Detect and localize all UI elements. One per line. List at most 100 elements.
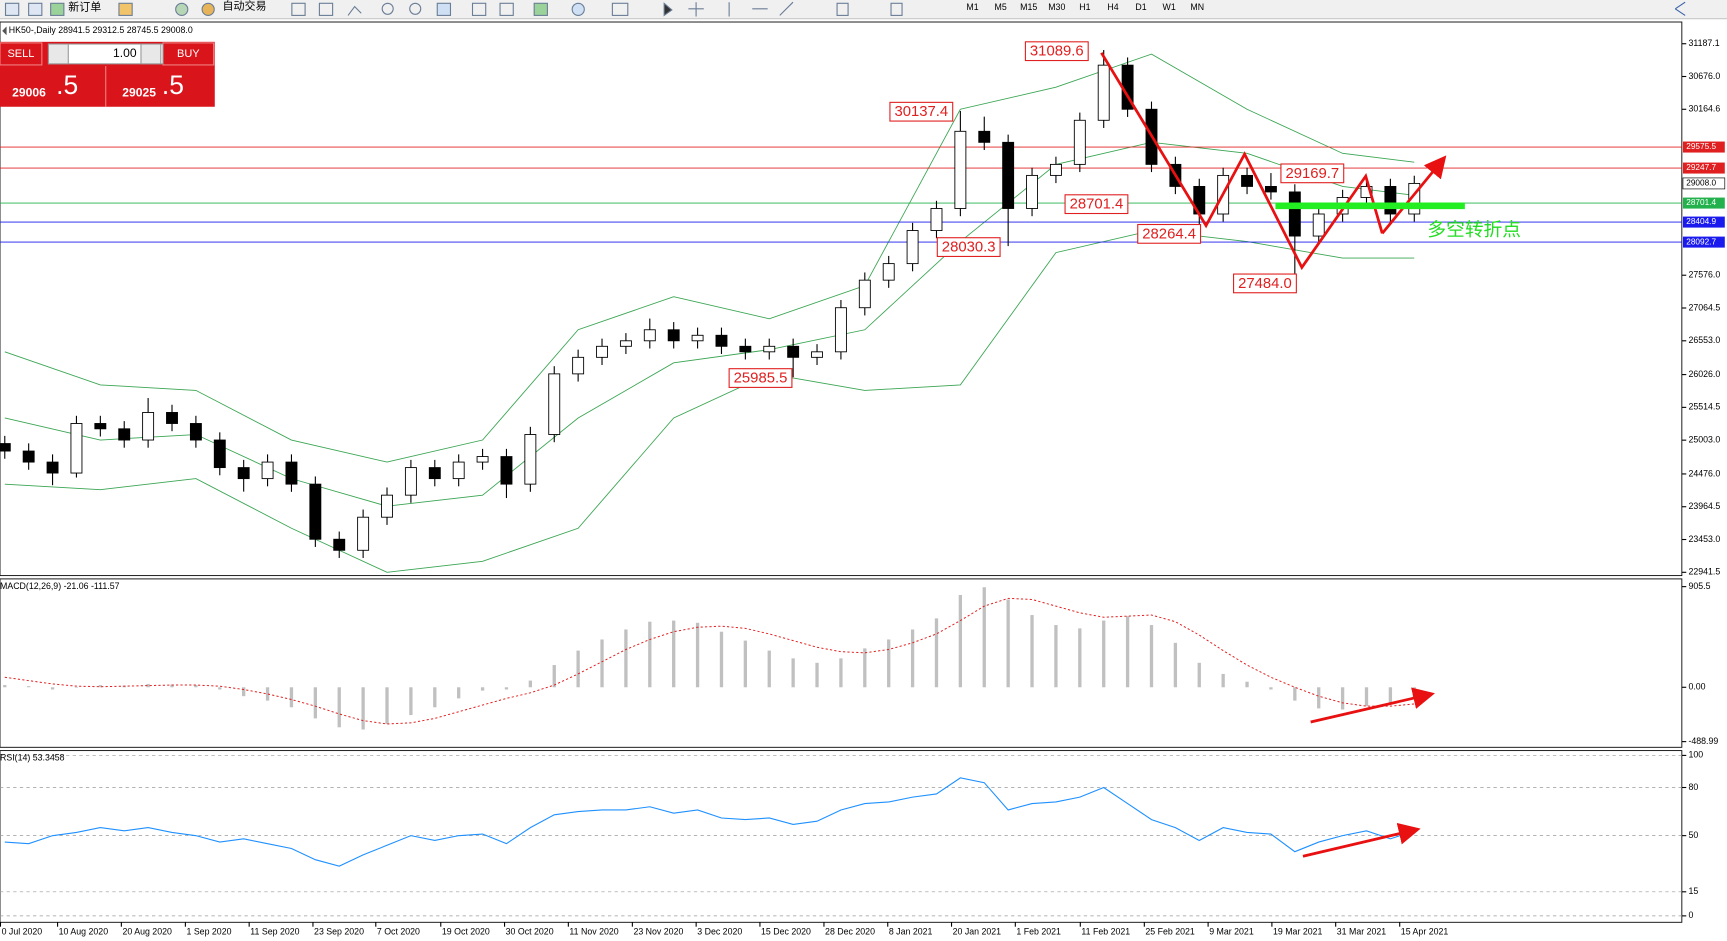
- buy-pips[interactable]: .5: [162, 70, 184, 100]
- macd-bar: [863, 648, 867, 688]
- timeframe-button[interactable]: MN: [1190, 2, 1204, 12]
- icon[interactable]: [728, 1, 794, 17]
- macd-bar: [361, 687, 365, 730]
- icon[interactable]: [499, 2, 514, 16]
- macd-bar: [552, 665, 556, 688]
- icon[interactable]: [318, 2, 334, 16]
- timeframe-button[interactable]: D1: [1135, 2, 1146, 12]
- annotation: 28030.3: [942, 240, 996, 256]
- macd-bar: [313, 687, 317, 719]
- buy-label[interactable]: BUY: [177, 48, 200, 60]
- candle-body: [213, 439, 226, 469]
- price-panel: [0, 21, 1683, 577]
- macd-bar: [242, 687, 246, 697]
- new-order-button[interactable]: 新订单: [68, 0, 101, 14]
- icon[interactable]: [436, 2, 452, 16]
- candle-body: [715, 334, 728, 347]
- annotation: 27484.0: [1238, 276, 1292, 292]
- icon[interactable]: [471, 2, 487, 16]
- lots-down[interactable]: [47, 43, 69, 65]
- macd-bar: [50, 687, 55, 690]
- icon[interactable]: [175, 2, 189, 16]
- lots-value[interactable]: 1.00: [113, 46, 137, 60]
- icon[interactable]: [118, 2, 133, 16]
- lots-up[interactable]: [140, 43, 162, 65]
- annotation-box: [889, 101, 954, 122]
- macd-bar: [457, 687, 461, 699]
- y-tick-label: 15: [1688, 886, 1698, 896]
- sell-button[interactable]: [0, 42, 43, 66]
- sell-price[interactable]: 29006: [12, 86, 46, 100]
- candle-body: [261, 461, 274, 480]
- y-tick-label: 22941.5: [1688, 567, 1720, 577]
- macd-title: MACD(12,26,9) -21.06 -111.57: [0, 581, 120, 591]
- candle-body: [500, 456, 513, 485]
- icon[interactable]: [836, 2, 849, 16]
- y-tick-label: 27064.5: [1688, 302, 1720, 312]
- timeframe-button[interactable]: H4: [1107, 2, 1118, 12]
- y-tick-label: 31187.1: [1688, 38, 1719, 48]
- macd-bar: [3, 685, 7, 688]
- buy-price[interactable]: 29025: [122, 86, 156, 100]
- icon[interactable]: [890, 2, 903, 16]
- icon[interactable]: [571, 2, 585, 16]
- level-label: 29575.5: [1686, 142, 1716, 151]
- macd-bar: [194, 685, 198, 688]
- x-tick-label: 20 Jan 2021: [953, 927, 1002, 937]
- level-label: 29247.7: [1686, 163, 1716, 172]
- macd-bar: [1221, 673, 1225, 688]
- annotation-box: [1064, 194, 1129, 215]
- auto-trading-button[interactable]: 自动交易: [222, 0, 266, 13]
- y-tick-label: 27576.0: [1688, 270, 1720, 280]
- x-tick-label: 23 Sep 2020: [314, 927, 364, 937]
- zigzag: [1100, 52, 1384, 271]
- icon[interactable]: [611, 2, 629, 16]
- macd-bar: [1006, 599, 1010, 688]
- timeframe-button[interactable]: M15: [1020, 2, 1037, 12]
- icon[interactable]: [291, 2, 306, 16]
- icon[interactable]: [4, 2, 20, 16]
- candle-body: [572, 356, 585, 375]
- candle-body: [787, 345, 800, 358]
- x-tick-label: 8 Jan 2021: [889, 927, 933, 937]
- icon[interactable]: [50, 2, 65, 16]
- icon[interactable]: [381, 2, 394, 15]
- macd-bar: [1197, 662, 1201, 688]
- icon[interactable]: [347, 5, 362, 16]
- timeframe-button[interactable]: H1: [1079, 2, 1090, 12]
- timeframe-button[interactable]: M1: [966, 2, 978, 12]
- candle-body: [739, 345, 752, 353]
- x-tick-label: 11 Feb 2021: [1081, 927, 1130, 937]
- candle-body: [1049, 163, 1062, 176]
- annotation: 28701.4: [1070, 197, 1124, 213]
- icon[interactable]: [28, 2, 43, 16]
- x-tick-label: 9 Mar 2021: [1209, 927, 1254, 937]
- icon[interactable]: [663, 2, 673, 17]
- candle-body: [189, 423, 202, 441]
- macd-bar: [504, 687, 509, 690]
- candle-body: [0, 443, 11, 452]
- sell-pips[interactable]: .5: [56, 70, 78, 100]
- candle-body: [70, 423, 83, 474]
- x-tick-label: 1 Feb 2021: [1016, 927, 1061, 937]
- sell-label[interactable]: SELL: [7, 48, 34, 60]
- x-tick-label: 11 Sep 2020: [250, 927, 299, 937]
- macd-bar: [743, 640, 748, 688]
- icon[interactable]: [1674, 1, 1686, 16]
- timeframe-button[interactable]: M30: [1048, 2, 1065, 12]
- icon[interactable]: [688, 2, 704, 17]
- icon[interactable]: [409, 2, 422, 15]
- x-tick-label: 10 Aug 2020: [59, 927, 109, 937]
- timeframe-button[interactable]: M5: [995, 2, 1007, 12]
- candle-body: [476, 456, 489, 463]
- macd-bar: [1293, 687, 1297, 701]
- icon[interactable]: [533, 2, 548, 16]
- annotation: 29169.7: [1285, 166, 1339, 182]
- timeframe-button[interactable]: W1: [1163, 2, 1176, 12]
- icon[interactable]: [201, 2, 215, 16]
- x-tick-label: 28 Dec 2020: [825, 927, 875, 937]
- macd-bar: [289, 687, 294, 708]
- x-tick-label: 0 Jul 2020: [2, 927, 43, 937]
